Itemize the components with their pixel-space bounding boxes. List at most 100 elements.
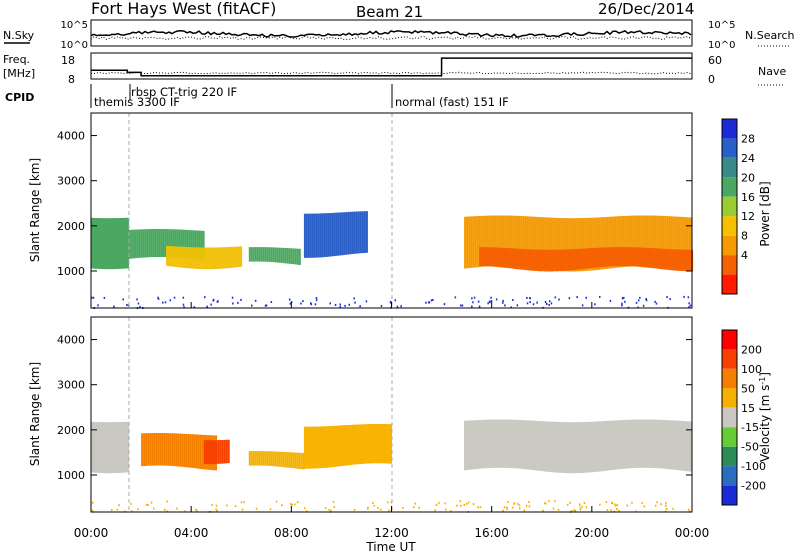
power-band-3 (290, 248, 293, 264)
velocity-scatter-point (459, 500, 462, 503)
velocity-scatter-point (544, 502, 546, 505)
power-colorbar-tick: 16 (741, 191, 755, 204)
power-band-6 (497, 247, 500, 268)
power-band-1 (148, 229, 151, 258)
power-band-1 (130, 229, 133, 259)
velocity-band-0 (97, 422, 99, 473)
velocity-band-5 (598, 421, 601, 472)
velocity-band-3 (248, 451, 251, 466)
power-band-4 (355, 211, 358, 254)
velocity-scatter-point (616, 508, 618, 510)
velocity-band-3 (250, 451, 253, 466)
power-band-5 (614, 216, 617, 268)
power-band-4 (311, 213, 314, 258)
power-band-2 (206, 247, 209, 270)
power-scatter-point (193, 306, 195, 309)
power-band-4 (305, 213, 308, 258)
velocity-band-4 (305, 426, 308, 469)
power-band-2 (174, 246, 177, 267)
power-scatter-point (212, 299, 214, 302)
power-band-5 (678, 216, 681, 269)
power-band-6 (531, 249, 534, 271)
velocity-band-5 (516, 419, 519, 469)
velocity-band-5 (560, 422, 563, 473)
velocity-band-1 (193, 434, 196, 469)
power-band-5 (548, 217, 551, 271)
power-band-0 (127, 217, 129, 269)
velocity-band-3 (286, 452, 289, 468)
velocity-band-4 (347, 425, 350, 466)
velocity-band-5 (500, 419, 503, 468)
power-band-3 (250, 247, 253, 262)
velocity-band-1 (201, 434, 204, 470)
cpid-mode-1: rbsp CT-trig 220 IF (131, 85, 237, 99)
velocity-band-4 (367, 424, 370, 464)
power-band-4 (347, 211, 350, 255)
power-band-1 (168, 229, 171, 258)
power-band-6 (479, 247, 482, 267)
velocity-scatter-point (402, 506, 404, 509)
power-band-6 (521, 248, 524, 270)
velocity-band-1 (143, 433, 146, 467)
power-band-6 (503, 247, 506, 268)
velocity-band-5 (660, 419, 663, 469)
velocity-band-2 (227, 439, 230, 464)
velocity-band-1 (147, 433, 150, 466)
power-band-4 (335, 212, 338, 256)
xtick-label: 04:00 (174, 526, 209, 540)
power-scatter-point (217, 300, 219, 303)
power-scatter-point (354, 301, 356, 304)
power-band-6 (681, 249, 684, 272)
power-band-6 (515, 248, 518, 270)
power-band-5 (504, 215, 507, 267)
power-colorbar-tick: 20 (741, 171, 755, 184)
velocity-band-2 (203, 440, 206, 465)
power-band-5 (488, 215, 491, 267)
power-band-5 (466, 216, 469, 269)
power-scatter-point (478, 305, 481, 308)
velocity-scatter-point (367, 506, 369, 509)
velocity-band-5 (606, 420, 609, 471)
velocity-scatter-point (611, 501, 613, 504)
velocity-band-3 (284, 452, 287, 468)
velocity-scatter-point (665, 504, 667, 507)
power-scatter-point (91, 296, 93, 299)
power-band-3 (262, 247, 265, 262)
velocity-band-5 (638, 419, 641, 468)
velocity-band-5 (678, 420, 681, 471)
power-band-5 (546, 217, 549, 270)
power-band-3 (256, 247, 259, 262)
power-band-6 (603, 247, 606, 267)
velocity-band-5 (520, 420, 523, 469)
velocity-scatter-point (542, 509, 544, 512)
power-band-6 (557, 249, 560, 272)
velocity-band-5 (494, 419, 497, 468)
power-scatter-point (97, 304, 99, 307)
power-band-6 (523, 249, 526, 270)
velocity-band-4 (353, 424, 356, 465)
velocity-scatter-point (332, 500, 335, 503)
power-band-1 (174, 229, 177, 258)
velocity-band-5 (518, 419, 521, 469)
power-band-2 (196, 247, 199, 269)
power-panel: 1000 2000 3000 4000 Slant Range [km] 28 24 20… (28, 112, 772, 310)
power-band-2 (218, 247, 221, 269)
power-band-5 (510, 215, 513, 267)
power-band-5 (608, 216, 611, 269)
velocity-band-4 (341, 425, 344, 466)
power-band-6 (571, 249, 574, 271)
power-scatter-point (654, 300, 656, 303)
velocity-scatter-point (528, 505, 531, 508)
power-band-4 (363, 211, 366, 253)
velocity-band-3 (280, 451, 283, 467)
power-band-6 (545, 249, 548, 272)
velocity-scatter-point (111, 509, 113, 512)
velocity-colorbar-cell (722, 427, 737, 447)
power-scatter-point (251, 304, 253, 307)
velocity-band-5 (626, 419, 629, 469)
velocity-scatter-point (328, 509, 330, 511)
velocity-scatter-point (290, 503, 292, 505)
ytick-label: 4000 (57, 130, 85, 143)
power-band-2 (236, 246, 239, 268)
power-scatter-point (329, 302, 331, 305)
